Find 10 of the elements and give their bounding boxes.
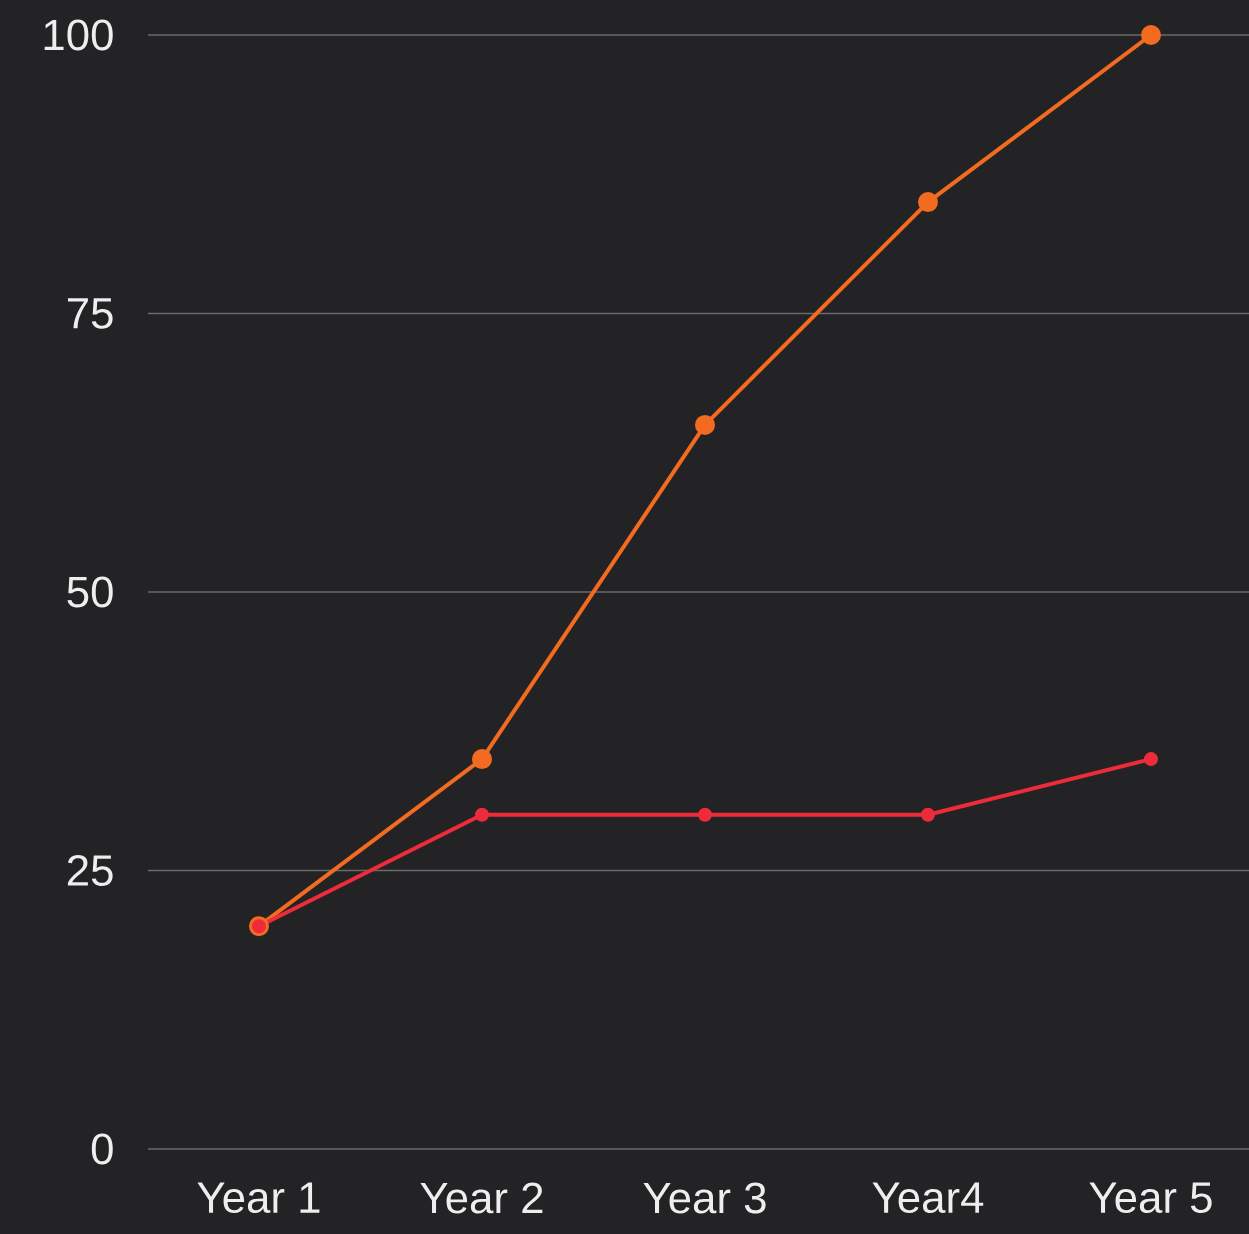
y-tick-label: 0	[91, 1133, 113, 1165]
x-tick-label: Year 1	[197, 1182, 320, 1214]
y-tick-label: 75	[67, 298, 113, 329]
x-tick-label: Year 5	[1089, 1182, 1212, 1214]
y-tick-label: 100	[44, 19, 113, 51]
x-tick-label: Year 2	[420, 1182, 543, 1214]
y-tick-label: 50	[67, 576, 113, 608]
x-tick-label: Year4	[872, 1182, 984, 1214]
x-tick-label: Year 3	[643, 1182, 766, 1214]
y-tick-label: 25	[67, 854, 113, 886]
